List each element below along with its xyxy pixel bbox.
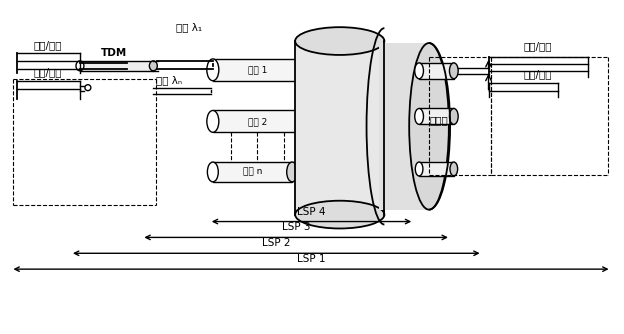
Text: 分组/信元: 分组/信元 — [34, 67, 62, 77]
Ellipse shape — [296, 111, 308, 132]
Ellipse shape — [207, 162, 218, 182]
Ellipse shape — [149, 61, 157, 71]
Bar — [379, 43, 429, 210]
Text: 分组/信元: 分组/信元 — [524, 41, 552, 51]
Text: 分组/信元: 分组/信元 — [34, 40, 62, 50]
Bar — [213, 59, 302, 81]
Bar — [419, 63, 454, 79]
Bar — [213, 162, 292, 182]
Ellipse shape — [416, 162, 423, 176]
Text: 波长 λₙ: 波长 λₙ — [156, 75, 182, 85]
Ellipse shape — [450, 162, 457, 176]
Text: 分组/信元: 分组/信元 — [524, 69, 552, 79]
Text: 光纤束: 光纤束 — [429, 115, 448, 125]
Text: 波长 λ₁: 波长 λ₁ — [176, 22, 202, 32]
Ellipse shape — [295, 201, 384, 228]
Text: LSP 1: LSP 1 — [297, 254, 325, 264]
Ellipse shape — [286, 162, 298, 182]
Ellipse shape — [207, 111, 219, 132]
Text: LSP 3: LSP 3 — [282, 222, 310, 232]
Bar — [213, 111, 302, 132]
Bar — [419, 109, 454, 124]
Text: TDM: TDM — [100, 48, 127, 58]
Text: LSP 4: LSP 4 — [297, 207, 326, 216]
Ellipse shape — [415, 63, 424, 79]
Text: LSP 2: LSP 2 — [262, 238, 291, 248]
Ellipse shape — [296, 59, 308, 81]
Ellipse shape — [449, 109, 458, 124]
Ellipse shape — [207, 59, 219, 81]
Text: 光纤 2: 光纤 2 — [248, 117, 267, 126]
Bar — [295, 41, 384, 215]
Ellipse shape — [76, 61, 84, 71]
Ellipse shape — [409, 43, 449, 210]
Ellipse shape — [449, 63, 458, 79]
Ellipse shape — [295, 27, 384, 55]
Text: 光纤 1: 光纤 1 — [248, 65, 267, 74]
Bar — [419, 162, 454, 176]
Text: 光纤 n: 光纤 n — [243, 167, 262, 176]
Bar — [80, 61, 154, 71]
Ellipse shape — [415, 109, 424, 124]
